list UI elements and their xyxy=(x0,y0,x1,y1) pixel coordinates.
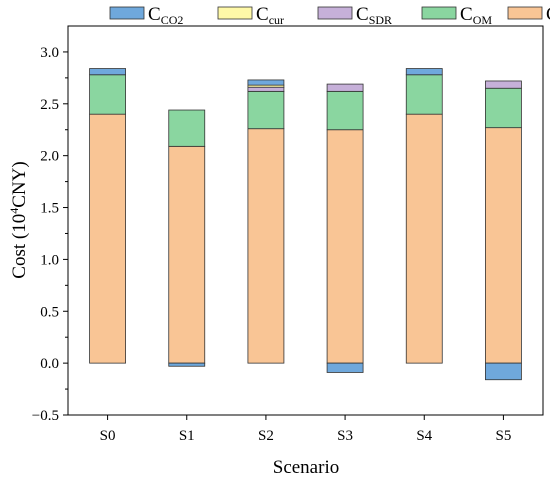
y-tick-label: −0.5 xyxy=(32,408,59,424)
bar-segment-buy-s3 xyxy=(326,129,364,364)
bar-segment-co2-s2 xyxy=(247,79,285,86)
x-tick-label-s5: S5 xyxy=(495,428,511,444)
x-axis: S0 S1 S2 S3 S4 S5 xyxy=(100,415,511,444)
legend-label-cur: Ccur xyxy=(256,4,284,27)
x-tick-label-s4: S4 xyxy=(416,428,432,444)
y-tick-label: 2.5 xyxy=(40,97,59,113)
bar-segment-co2-s3 xyxy=(326,362,364,373)
bar-segment-co2-s5 xyxy=(485,362,522,381)
bar-segment-om-s1 xyxy=(168,109,206,147)
bar-segment-co2-s4 xyxy=(405,68,443,76)
bar-segment-buy-s4 xyxy=(405,113,443,364)
bar-segment-om-s0 xyxy=(89,74,126,115)
bar-segment-co2-s1 xyxy=(168,362,206,367)
y-tick-label: 0.0 xyxy=(40,356,59,372)
legend-swatch-cur xyxy=(217,6,253,20)
legend-label-om: COM xyxy=(460,4,492,27)
bar-segment-co2-s0 xyxy=(89,68,126,76)
y-tick-label: 1.5 xyxy=(40,201,59,217)
bar-segment-om-s2 xyxy=(247,90,285,130)
bar-segment-buy-s0 xyxy=(89,113,126,364)
bar-segment-buy-s5 xyxy=(485,127,522,364)
bar-segment-sdr-s2 xyxy=(247,86,285,92)
y-tick-label: 1.0 xyxy=(40,252,59,268)
legend-swatch-co2 xyxy=(109,6,145,20)
legend-label-buy: Cbuy xyxy=(546,4,550,27)
legend-swatch-om xyxy=(421,6,457,20)
legend-swatch-sdr xyxy=(317,6,353,20)
y-axis: −0.5 0.0 0.5 1.0 1.5 2.0 2.5 3.0 xyxy=(32,45,68,424)
legend-label-sdr: CSDR xyxy=(356,4,392,27)
bar-segment-sdr-s5 xyxy=(485,80,522,89)
x-tick-label-s1: S1 xyxy=(179,428,195,444)
y-axis-title: Cost (104CNY) xyxy=(7,161,30,278)
legend-label-co2: CCO2 xyxy=(148,4,183,27)
bar-segment-sdr-s3 xyxy=(326,83,364,92)
bar-segment-buy-s2 xyxy=(247,128,285,364)
bar-segment-buy-s1 xyxy=(168,145,206,364)
legend: CCO2 Ccur CSDR COM Cbuy xyxy=(109,4,550,27)
bar-segment-om-s5 xyxy=(485,87,522,129)
x-tick-label-s0: S0 xyxy=(100,428,116,444)
y-tick-label: 0.5 xyxy=(40,304,59,320)
x-tick-label-s3: S3 xyxy=(337,428,353,444)
x-tick-label-s2: S2 xyxy=(258,428,274,444)
y-tick-label: 2.0 xyxy=(40,149,59,165)
bars xyxy=(89,68,522,381)
y-tick-label: 3.0 xyxy=(40,45,59,61)
legend-swatch-buy xyxy=(507,6,543,20)
plot-frame xyxy=(67,25,544,416)
bar-segment-om-s4 xyxy=(405,74,443,115)
bar-segment-om-s3 xyxy=(326,90,364,131)
x-axis-title: Scenario xyxy=(273,457,339,477)
